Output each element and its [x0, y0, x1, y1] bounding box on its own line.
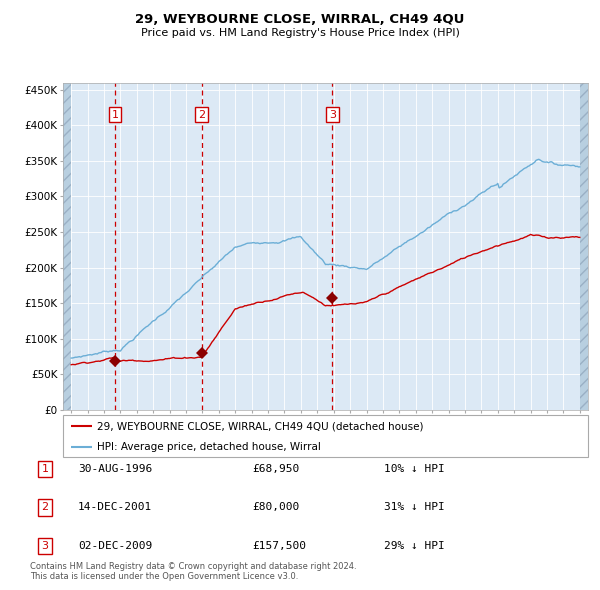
- Text: 2: 2: [198, 110, 205, 120]
- Text: 10% ↓ HPI: 10% ↓ HPI: [384, 464, 445, 474]
- Bar: [580, 83, 588, 410]
- Text: 1: 1: [112, 110, 118, 120]
- Text: 3: 3: [41, 541, 49, 550]
- Text: £157,500: £157,500: [252, 541, 306, 550]
- Text: 14-DEC-2001: 14-DEC-2001: [78, 503, 152, 512]
- Text: £68,950: £68,950: [252, 464, 299, 474]
- Text: Price paid vs. HM Land Registry's House Price Index (HPI): Price paid vs. HM Land Registry's House …: [140, 28, 460, 38]
- Text: 30-AUG-1996: 30-AUG-1996: [78, 464, 152, 474]
- Text: 31% ↓ HPI: 31% ↓ HPI: [384, 503, 445, 512]
- Text: 02-DEC-2009: 02-DEC-2009: [78, 541, 152, 550]
- Text: £80,000: £80,000: [252, 503, 299, 512]
- Bar: [63, 83, 71, 410]
- Text: 29, WEYBOURNE CLOSE, WIRRAL, CH49 4QU (detached house): 29, WEYBOURNE CLOSE, WIRRAL, CH49 4QU (d…: [97, 421, 424, 431]
- Text: 2: 2: [41, 503, 49, 512]
- Text: 3: 3: [329, 110, 336, 120]
- FancyBboxPatch shape: [63, 415, 588, 457]
- Text: 29, WEYBOURNE CLOSE, WIRRAL, CH49 4QU: 29, WEYBOURNE CLOSE, WIRRAL, CH49 4QU: [136, 13, 464, 26]
- Text: HPI: Average price, detached house, Wirral: HPI: Average price, detached house, Wirr…: [97, 442, 321, 451]
- Text: 29% ↓ HPI: 29% ↓ HPI: [384, 541, 445, 550]
- Text: Contains HM Land Registry data © Crown copyright and database right 2024.
This d: Contains HM Land Registry data © Crown c…: [30, 562, 356, 581]
- Text: 1: 1: [41, 464, 49, 474]
